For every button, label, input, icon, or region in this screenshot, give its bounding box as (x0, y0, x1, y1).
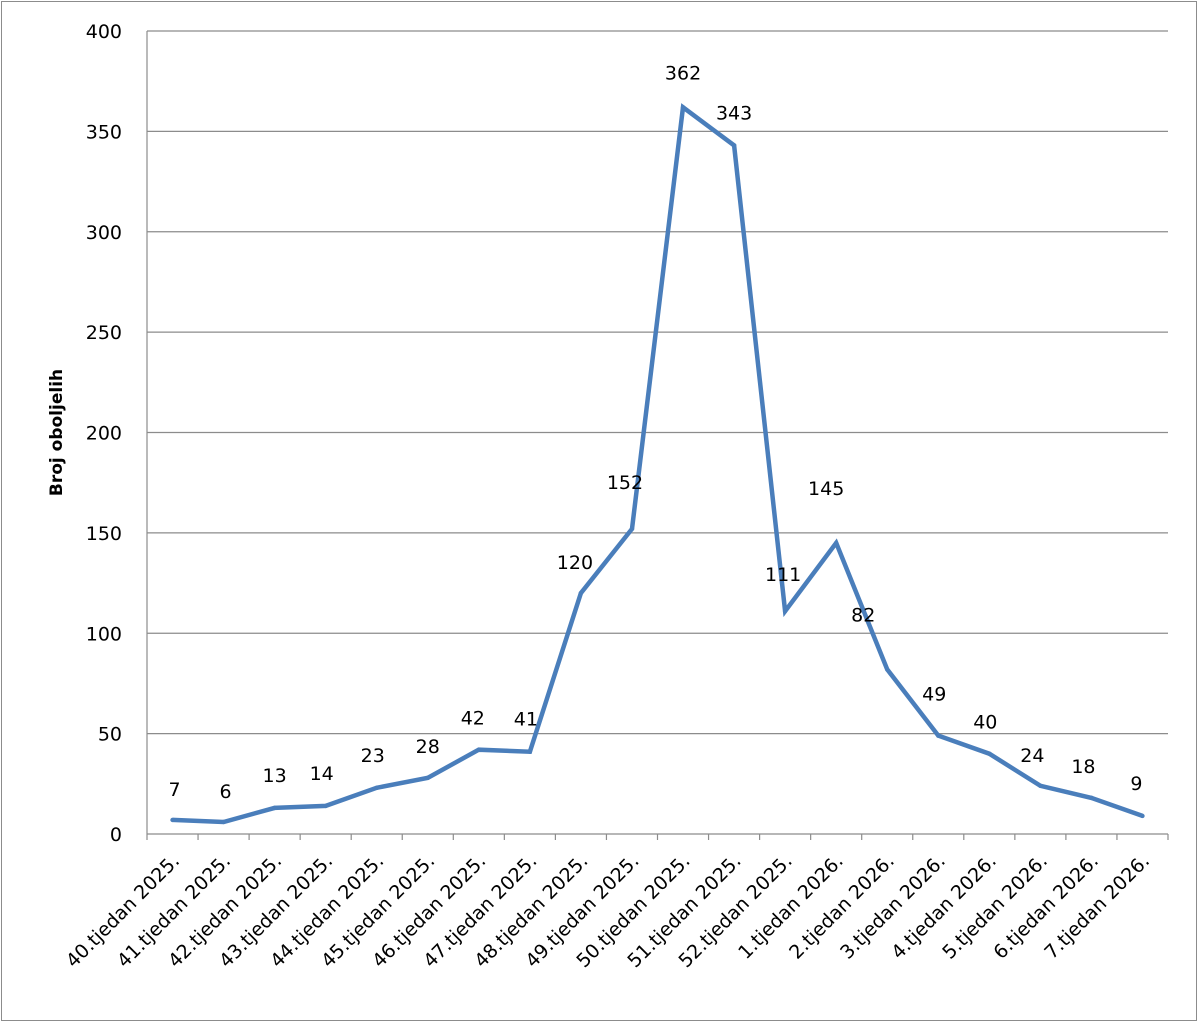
data-point (936, 733, 941, 738)
data-point (731, 143, 737, 148)
data-label: 49 (922, 684, 946, 706)
y-tick-label: 200 (86, 423, 122, 445)
data-point (527, 749, 533, 754)
data-label: 23 (361, 745, 385, 767)
data-label: 9 (1130, 773, 1142, 795)
gridlines (147, 30, 1168, 735)
data-point (476, 747, 482, 752)
series-line (172, 103, 1144, 825)
data-point (833, 540, 839, 546)
data-point (987, 751, 992, 756)
x-tick-labels: 40.tjedan 2025.41.tjedan 2025.42.tjedan … (62, 850, 1154, 972)
y-tick-label: 300 (86, 222, 122, 244)
y-axis-label: Broj oboljelih (47, 369, 67, 496)
y-tick-label: 350 (86, 121, 122, 143)
data-label: 82 (851, 604, 875, 626)
data-label: 6 (220, 781, 232, 803)
data-label: 40 (973, 712, 997, 734)
data-label: 7 (168, 779, 180, 801)
data-point (578, 590, 584, 596)
y-tick-labels: 0 50 100 150 200 250 300 350 400 (86, 21, 122, 846)
data-label: 42 (461, 708, 485, 730)
data-label: 18 (1071, 756, 1095, 778)
data-point (170, 817, 175, 823)
data-point (680, 105, 686, 110)
data-label: 362 (665, 62, 701, 84)
data-point (425, 775, 430, 780)
data-point (1089, 795, 1094, 801)
y-tick-label: 150 (86, 523, 122, 545)
data-point (782, 608, 788, 614)
data-label: 111 (765, 564, 801, 586)
data-point (221, 819, 226, 825)
data-label: 14 (310, 763, 334, 785)
y-tick-label: 400 (86, 21, 122, 43)
data-point (272, 805, 277, 811)
data-label: 24 (1020, 745, 1044, 767)
data-point (1038, 783, 1043, 789)
y-tick-label: 50 (98, 724, 122, 746)
axes (146, 31, 1169, 840)
series-group (170, 103, 1145, 825)
data-label: 28 (416, 736, 440, 758)
data-point (629, 526, 635, 532)
y-tick-label: 100 (86, 623, 122, 645)
data-point (1140, 813, 1145, 819)
y-tick-label: 0 (110, 824, 122, 846)
data-point (323, 803, 328, 809)
data-labels: 7 6 13 14 23 28 42 41 120 152 362 343 111 145 82 49 40 24… (168, 62, 1142, 803)
data-label: 145 (808, 478, 844, 500)
data-label: 13 (263, 765, 287, 787)
y-tick-label: 250 (86, 322, 122, 344)
data-point (374, 785, 379, 791)
data-point (885, 667, 890, 672)
data-label: 343 (716, 102, 752, 124)
data-label: 152 (607, 472, 643, 494)
data-label: 120 (557, 552, 593, 574)
data-label: 41 (514, 709, 538, 731)
